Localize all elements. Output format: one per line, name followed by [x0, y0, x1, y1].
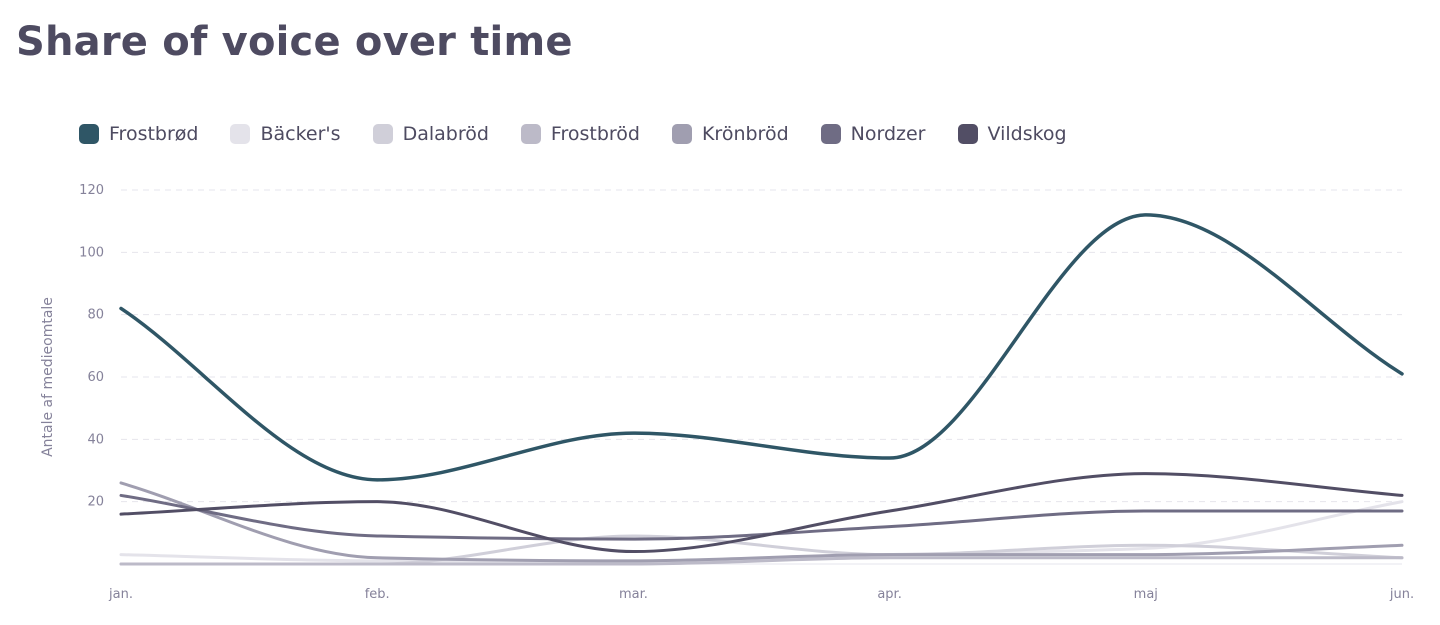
series-line-kronbrod-4[interactable]: [119, 481, 1404, 563]
y-tick-label-80: 80: [87, 308, 104, 323]
y-tick-label-60: 60: [87, 370, 104, 385]
legend-label: Krönbröd: [701, 123, 789, 145]
legend-swatch: [372, 124, 393, 144]
legend-swatch: [230, 124, 251, 144]
legend-label: Frostbrød: [109, 123, 199, 145]
legend-item-backer-s-1[interactable]: Bäcker's: [230, 123, 341, 145]
legend-item-nordzer-5[interactable]: Nordzer: [820, 123, 926, 145]
chart-legend: Frostbrød Bäcker's Dalabröd Frostbröd Krönbr…: [79, 119, 1067, 149]
legend-label: Nordzer: [850, 123, 926, 145]
legend-item-frostbrod-3[interactable]: Frostbröd: [520, 123, 640, 145]
x-axis-ticks: jan. feb. mar. apr. maj jun.: [108, 587, 1414, 602]
x-tick-label-apr: apr.: [877, 587, 902, 602]
x-tick-label-jun: jun.: [1389, 587, 1414, 602]
x-tick-label-maj: maj: [1134, 587, 1158, 602]
y-tick-label-120: 120: [79, 183, 104, 198]
legend-label: Dalabröd: [402, 123, 489, 145]
y-tick-label-40: 40: [87, 432, 104, 447]
grid-lines: [121, 189, 1402, 565]
legend-label: Bäcker's: [260, 123, 341, 145]
legend-swatch: [520, 124, 541, 144]
legend-label: Frostbröd: [550, 123, 640, 145]
series-line-vildskog-6[interactable]: [119, 472, 1404, 554]
x-tick-label-jan: jan.: [108, 587, 133, 602]
y-axis-title: Antale af medieomtale: [40, 297, 56, 457]
series-lines: [119, 213, 1404, 566]
legend-item-kronbrod-4[interactable]: Krönbröd: [671, 123, 789, 145]
y-tick-label-100: 100: [79, 245, 104, 260]
legend-swatch: [79, 124, 99, 144]
legend-swatch: [957, 124, 978, 144]
chart-title: Share of voice over time: [16, 19, 573, 65]
x-tick-label-feb: feb.: [365, 587, 390, 602]
legend-label: Vildskog: [987, 123, 1067, 145]
y-axis-ticks: 20 40 60 80 100 120: [79, 183, 104, 510]
x-tick-label-mar: mar.: [619, 587, 648, 602]
legend-swatch: [671, 124, 692, 144]
legend-swatch: [820, 124, 841, 144]
y-tick-label-20: 20: [87, 495, 104, 510]
legend-item-dalabrod-2[interactable]: Dalabröd: [372, 123, 489, 145]
legend-item-vildskog-6[interactable]: Vildskog: [957, 123, 1067, 145]
legend-item-frostbrod-0[interactable]: Frostbrød: [79, 123, 198, 145]
series-line-frostbrod-3[interactable]: [119, 556, 1404, 566]
series-line-frostbrod-0[interactable]: [119, 213, 1404, 482]
